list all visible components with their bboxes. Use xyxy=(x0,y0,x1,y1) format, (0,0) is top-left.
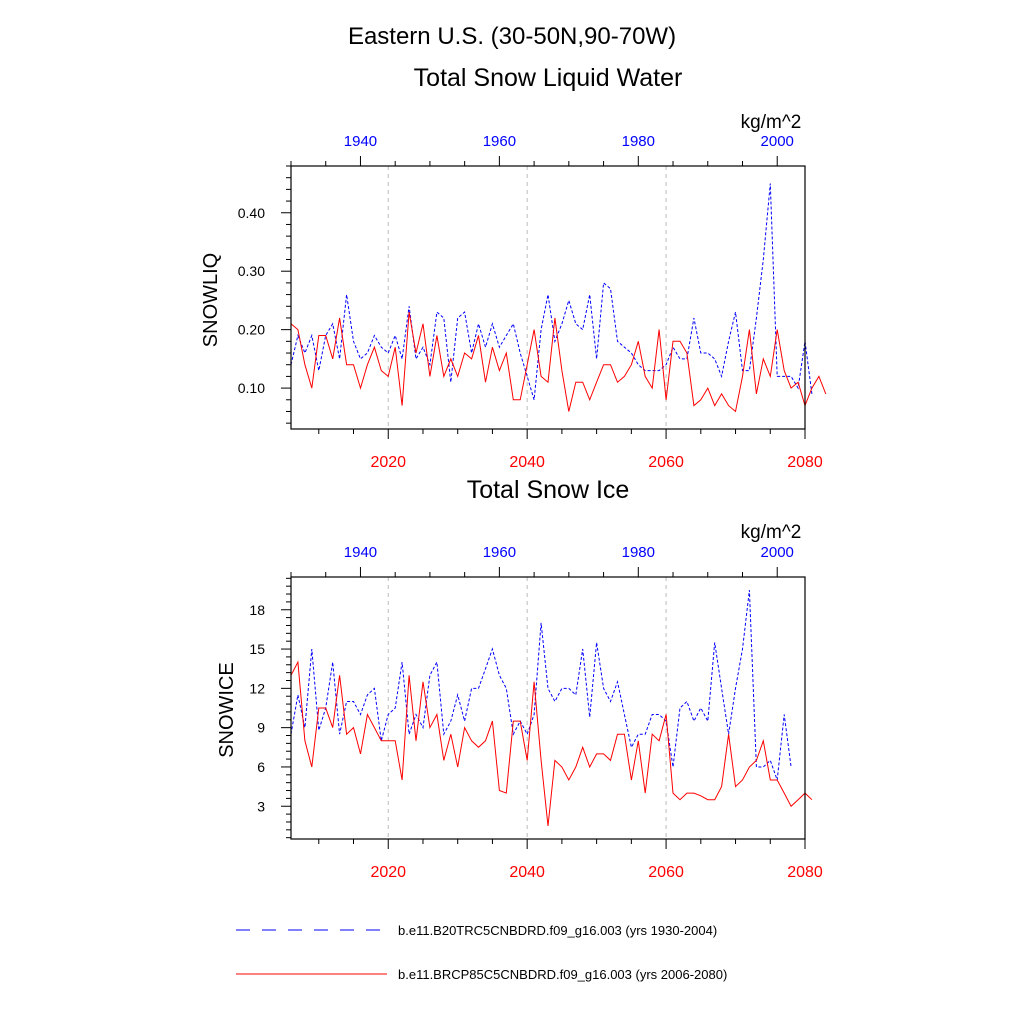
y-tick-label: 9 xyxy=(257,720,265,736)
y-tick-label: 0.40 xyxy=(238,205,265,221)
gridlines xyxy=(387,166,667,429)
x-bottom-tick-label: 2060 xyxy=(648,864,684,881)
x-bottom-tick-label: 2020 xyxy=(370,864,406,881)
chart-title: Total Snow Liquid Water xyxy=(414,64,683,92)
x-top-tick-label: 1980 xyxy=(622,133,655,150)
x-bottom-tick-label: 2080 xyxy=(787,454,823,471)
x-top-tick-label: 1960 xyxy=(483,133,516,150)
y-axis-label: SNOWLIQ xyxy=(200,253,222,347)
y-tick-label: 15 xyxy=(249,641,265,657)
y-tick-label: 12 xyxy=(249,680,265,696)
x-top-tick-label: 1940 xyxy=(344,544,377,561)
x-bottom-tick-label: 2080 xyxy=(787,864,823,881)
legend: b.e11.B20TRC5CNBDRD.f09_g16.003 (yrs 193… xyxy=(236,923,727,982)
legend-label-historical: b.e11.B20TRC5CNBDRD.f09_g16.003 (yrs 193… xyxy=(398,923,717,938)
series-line-historical xyxy=(290,590,792,781)
y-tick-label: 6 xyxy=(257,759,265,775)
x-top-tick-label: 2000 xyxy=(761,133,794,150)
axes: 0.10 0.20 0.30 0.40 2020 2040 2060 2080 1940 1960… xyxy=(238,133,823,471)
y-tick-label: 18 xyxy=(249,602,265,618)
y-tick-label: 0.10 xyxy=(238,380,265,396)
x-top-tick-label: 1980 xyxy=(622,544,655,561)
plot-frame xyxy=(290,576,806,840)
gridlines xyxy=(387,577,667,839)
x-top-tick-label: 1940 xyxy=(344,133,377,150)
series-line-future xyxy=(290,312,827,413)
series-layer xyxy=(290,590,813,826)
y-tick-label: 0.30 xyxy=(238,263,265,279)
panel-snowliq: Total Snow Liquid Water kg/m^2 SNOWLIQ 0… xyxy=(200,64,827,471)
y-tick-label: 3 xyxy=(257,798,265,814)
x-bottom-tick-label: 2040 xyxy=(509,864,545,881)
x-bottom-tick-label: 2020 xyxy=(370,454,406,471)
axes: 3 6 9 12 15 18 2020 2040 2060 2080 1940 1960 1980 200… xyxy=(249,544,822,881)
figure-title: Eastern U.S. (30-50N,90-70W) xyxy=(348,23,676,50)
x-top-tick-label: 2000 xyxy=(761,544,794,561)
series-layer xyxy=(290,183,827,413)
panel-snowice: Total Snow Ice kg/m^2 SNOWICE 3 6 9 12 15 18 2… xyxy=(216,476,823,881)
x-top-tick-label: 1960 xyxy=(483,544,516,561)
legend-label-future: b.e11.BRCP85C5CNBDRD.f09_g16.003 (yrs 20… xyxy=(398,967,727,982)
series-line-future xyxy=(290,660,813,826)
y-tick-label: 0.20 xyxy=(238,322,265,338)
series-line-historical xyxy=(290,183,813,400)
units-label: kg/m^2 xyxy=(741,112,802,133)
chart-title: Total Snow Ice xyxy=(467,476,630,504)
y-axis-label: SNOWICE xyxy=(216,662,238,758)
x-bottom-tick-label: 2040 xyxy=(509,454,545,471)
x-bottom-tick-label: 2060 xyxy=(648,454,684,471)
units-label: kg/m^2 xyxy=(741,522,802,543)
plot-frame xyxy=(290,165,806,430)
